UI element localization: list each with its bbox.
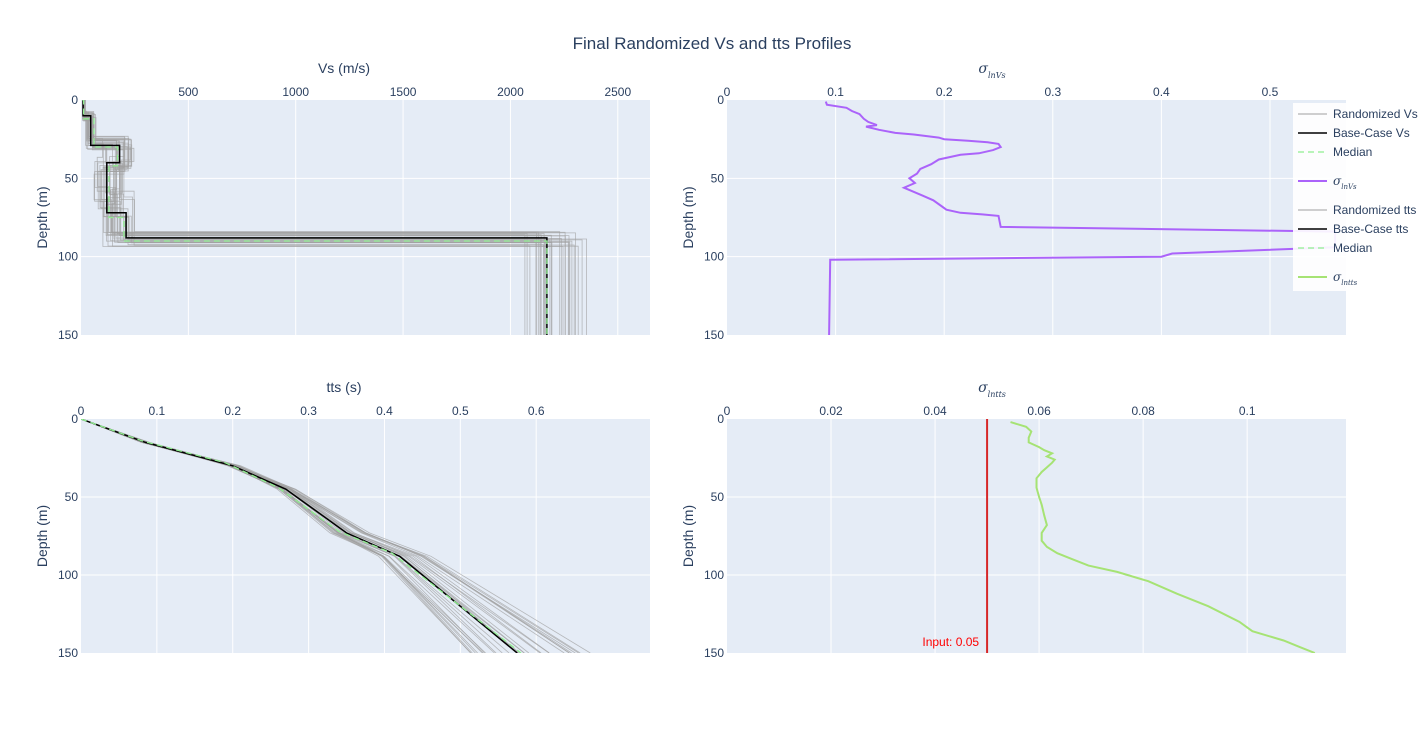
base-case-tts-line[interactable]: [81, 419, 518, 653]
x-tick-label: 1500: [390, 85, 417, 99]
y-tick-label: 150: [58, 328, 78, 342]
x-tick-label: 0.6: [528, 404, 545, 418]
x-tick-label: 0.5: [1262, 85, 1279, 99]
y-axis-title: Depth (m): [34, 186, 50, 248]
median-tts-line[interactable]: [81, 419, 522, 653]
y-tick-label: 150: [58, 646, 78, 660]
legend-item[interactable]: Median: [1298, 241, 1372, 255]
x-axis-title: Vs (m/s): [318, 60, 370, 76]
median-vs-line[interactable]: [82, 100, 548, 335]
base-case-vs-line[interactable]: [82, 100, 548, 335]
legend-label-subscript: lnVs: [1341, 183, 1357, 191]
y-tick-label: 150: [704, 328, 724, 342]
y-tick-label: 0: [717, 93, 724, 107]
y-tick-label: 50: [711, 490, 725, 504]
legend-label: Base-Case tts: [1333, 222, 1408, 236]
x-axis-title-subscript: lntts: [988, 390, 1006, 399]
y-axis-title: Depth (m): [680, 186, 696, 248]
y-tick-label: 100: [58, 568, 78, 582]
x-axis-title-subscript: lnVs: [988, 71, 1006, 80]
x-tick-label: 0.04: [923, 404, 947, 418]
sigma-ln-vs-panel[interactable]: 0 0.1 0.2 0.3 0.4 0.5 0 50 100 150 Depth (m) σlnVs: [680, 61, 1346, 342]
x-tick-label: 0.08: [1131, 404, 1155, 418]
input-annotation: Input: 0.05: [922, 635, 979, 649]
legend-label-subscript: lntts: [1341, 279, 1357, 287]
x-tick-label: 0.02: [819, 404, 843, 418]
series-group: [824, 101, 1337, 335]
x-tick-label: 1000: [282, 85, 309, 99]
x-axis-title: tts (s): [327, 379, 362, 395]
y-tick-label: 150: [704, 646, 724, 660]
series-group: [82, 100, 587, 335]
y-tick-label: 100: [704, 250, 724, 264]
legend-label: Randomized tts: [1333, 203, 1416, 217]
x-tick-label: 500: [178, 85, 198, 99]
x-tick-label: 0.1: [149, 404, 166, 418]
legend-label: Median: [1333, 241, 1372, 255]
figure-title: Final Randomized Vs and tts Profiles: [573, 34, 852, 53]
x-tick-label: 0.3: [1044, 85, 1061, 99]
legend-item[interactable]: Randomized Vs: [1298, 107, 1418, 121]
legend-box: [1293, 103, 1425, 291]
x-tick-label: 0.1: [1239, 404, 1256, 418]
x-tick-label: 0: [724, 85, 731, 99]
plot-area: [81, 419, 650, 653]
legend-item[interactable]: Median: [1298, 145, 1372, 159]
legend-item[interactable]: Base-Case Vs: [1298, 126, 1410, 140]
x-tick-label: 0.06: [1027, 404, 1051, 418]
y-tick-label: 0: [717, 412, 724, 426]
series-group: [986, 419, 1316, 653]
x-tick-label: 0.4: [1153, 85, 1170, 99]
legend-item[interactable]: Randomized tts: [1298, 203, 1416, 217]
sigma-ln-tts-panel[interactable]: 0 0.02 0.04 0.06 0.08 0.1 0 50 100 150 Depth (m) σl…: [680, 380, 1346, 660]
y-tick-label: 50: [711, 171, 725, 185]
tts-profile-panel[interactable]: 0 0.1 0.2 0.3 0.4 0.5 0.6 0 50 100 150 Depth (m) tts…: [34, 379, 650, 660]
y-tick-label: 100: [58, 250, 78, 264]
x-tick-label: 2500: [604, 85, 631, 99]
plot-area: [727, 100, 1346, 335]
x-tick-label: 0.3: [300, 404, 317, 418]
x-axis-title: σlntts: [978, 380, 1006, 399]
x-tick-label: 2000: [497, 85, 524, 99]
x-tick-label: 0: [78, 404, 85, 418]
y-tick-label: 100: [704, 568, 724, 582]
x-tick-label: 0.2: [936, 85, 953, 99]
x-tick-label: 0.1: [827, 85, 844, 99]
y-axis-title: Depth (m): [34, 505, 50, 567]
plot-area: [727, 419, 1346, 653]
sigma-ln-tts-line[interactable]: [1010, 421, 1316, 653]
y-tick-label: 0: [71, 93, 78, 107]
series-group: [81, 419, 591, 653]
legend-item[interactable]: Base-Case tts: [1298, 222, 1408, 236]
x-tick-label: 0.5: [452, 404, 469, 418]
x-tick-label: 0.4: [376, 404, 393, 418]
sigma-ln-vs-line[interactable]: [824, 101, 1337, 335]
randomized-vs-line[interactable]: [84, 100, 541, 335]
legend-label: Base-Case Vs: [1333, 126, 1410, 140]
x-tick-label: 0.2: [224, 404, 241, 418]
x-axis-title: σlnVs: [978, 61, 1005, 80]
y-axis-title: Depth (m): [680, 505, 696, 567]
vs-profile-panel[interactable]: 500 1000 1500 2000 2500 0 50 100 150 Depth (m) Vs …: [34, 60, 650, 342]
legend-label: Median: [1333, 145, 1372, 159]
y-tick-label: 0: [71, 412, 78, 426]
legend-label: Randomized Vs: [1333, 107, 1418, 121]
plot-area: [81, 100, 650, 335]
y-tick-label: 50: [65, 171, 79, 185]
x-tick-label: 0: [724, 404, 731, 418]
y-tick-label: 50: [65, 490, 79, 504]
